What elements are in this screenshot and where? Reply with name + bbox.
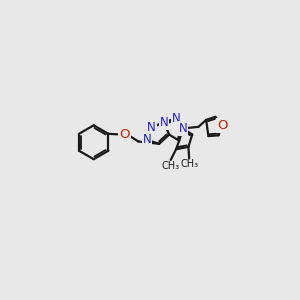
Text: O: O — [217, 119, 227, 132]
Text: CH₃: CH₃ — [162, 161, 180, 171]
Text: N: N — [172, 112, 181, 125]
Text: N: N — [159, 116, 168, 129]
Text: N: N — [142, 134, 151, 146]
Text: N: N — [147, 121, 156, 134]
Text: N: N — [178, 122, 188, 135]
Text: O: O — [119, 128, 130, 141]
Text: N: N — [178, 122, 188, 135]
Text: CH₃: CH₃ — [180, 159, 198, 169]
